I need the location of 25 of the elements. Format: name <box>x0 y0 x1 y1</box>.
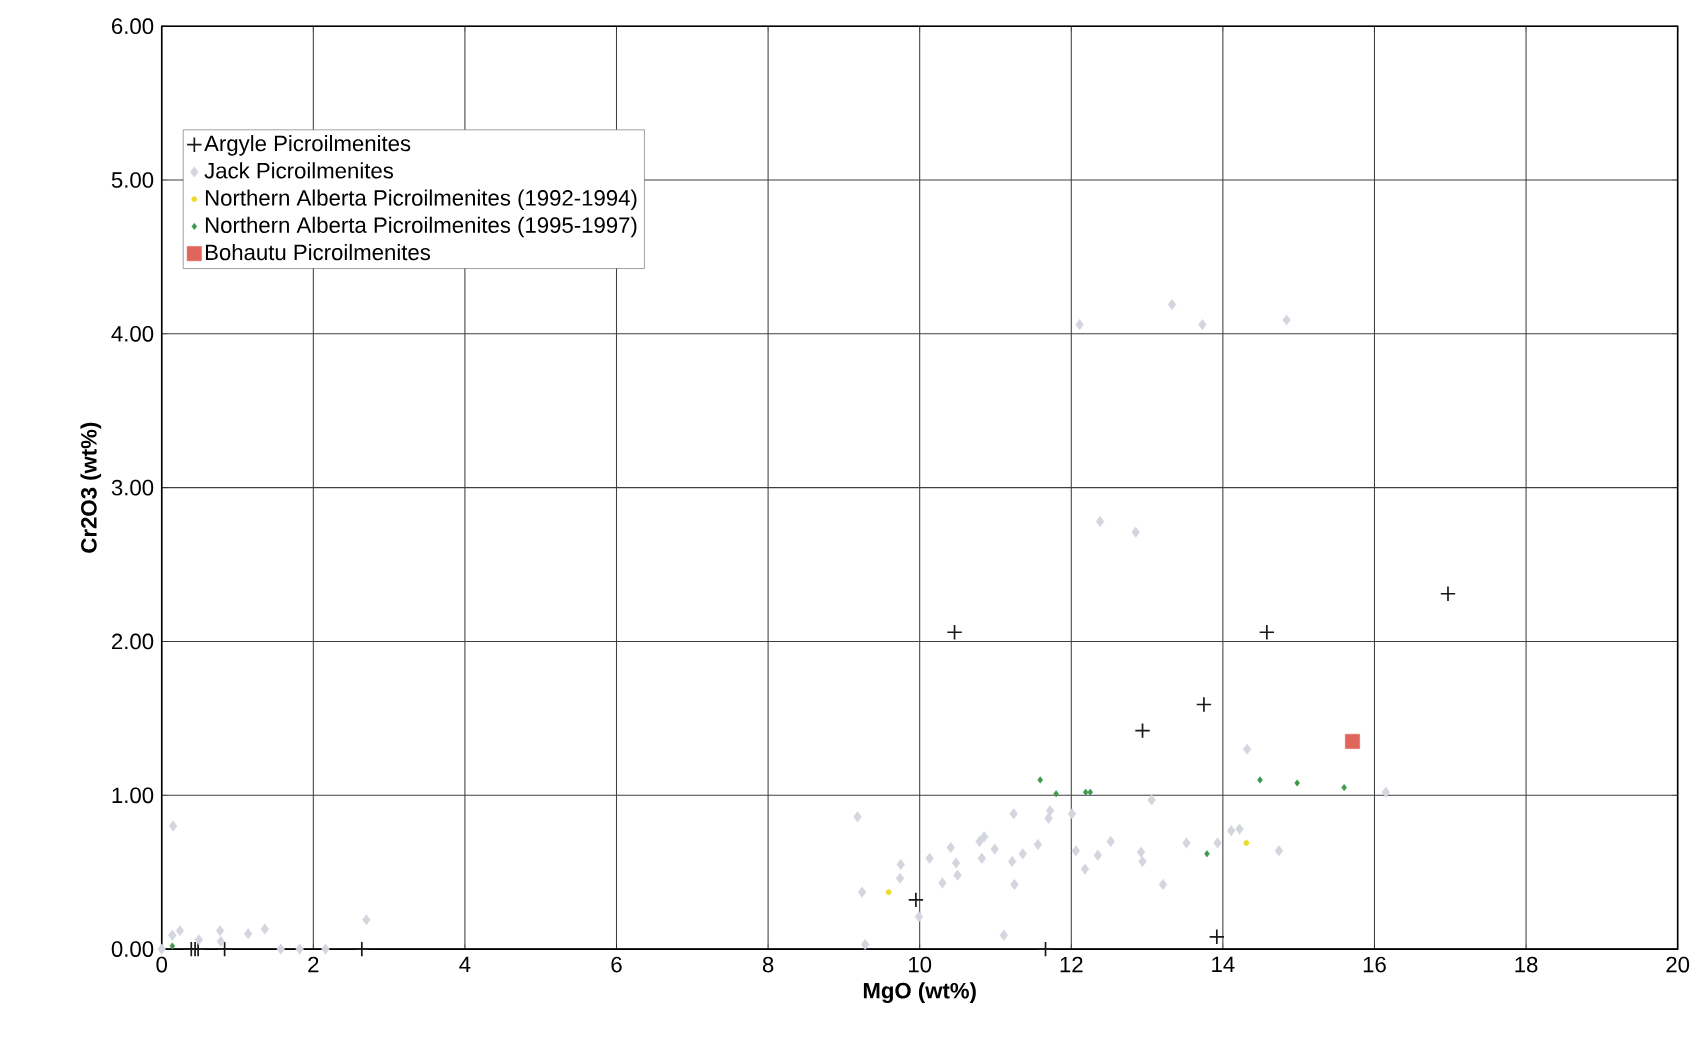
y-axis-title: Cr2O3 (wt%) <box>80 422 102 553</box>
x-tick-label: 8 <box>762 956 774 973</box>
y-tick-label: 5.00 <box>111 172 154 188</box>
legend-label: Jack Picroilmenites <box>204 162 394 179</box>
legend-label: Argyle Picroilmenites <box>204 134 411 156</box>
x-tick-label: 4 <box>459 956 471 972</box>
x-tick-label: 14 <box>1212 956 1235 972</box>
x-tick-label: 12 <box>1060 956 1083 973</box>
y-tick-label: 1.00 <box>112 787 154 803</box>
y-tick-label: 2.00 <box>112 633 154 650</box>
x-axis-title: MgO (wt%) <box>863 982 976 1003</box>
legend-label: Bohautu Picroilmenites <box>205 243 431 261</box>
x-tick-label: 6 <box>611 956 622 973</box>
x-tick-label: 16 <box>1363 956 1386 973</box>
y-tick-label: 6.00 <box>112 18 154 34</box>
legend-label: Northern Alberta Picroilmenites (1995-1997) <box>205 216 637 238</box>
y-tick-label: 0.00 <box>111 941 154 957</box>
legend-label: Northern Alberta Picroilmenites (1992-1994) <box>205 189 637 210</box>
x-tick-label: 20 <box>1666 956 1690 973</box>
x-tick-label: 0 <box>156 956 168 973</box>
x-tick-label: 2 <box>308 956 319 973</box>
y-tick-label: 4.00 <box>111 325 154 342</box>
y-tick-label: 3.00 <box>111 479 154 496</box>
x-tick-label: 18 <box>1515 956 1538 973</box>
x-tick-label: 10 <box>909 956 932 973</box>
